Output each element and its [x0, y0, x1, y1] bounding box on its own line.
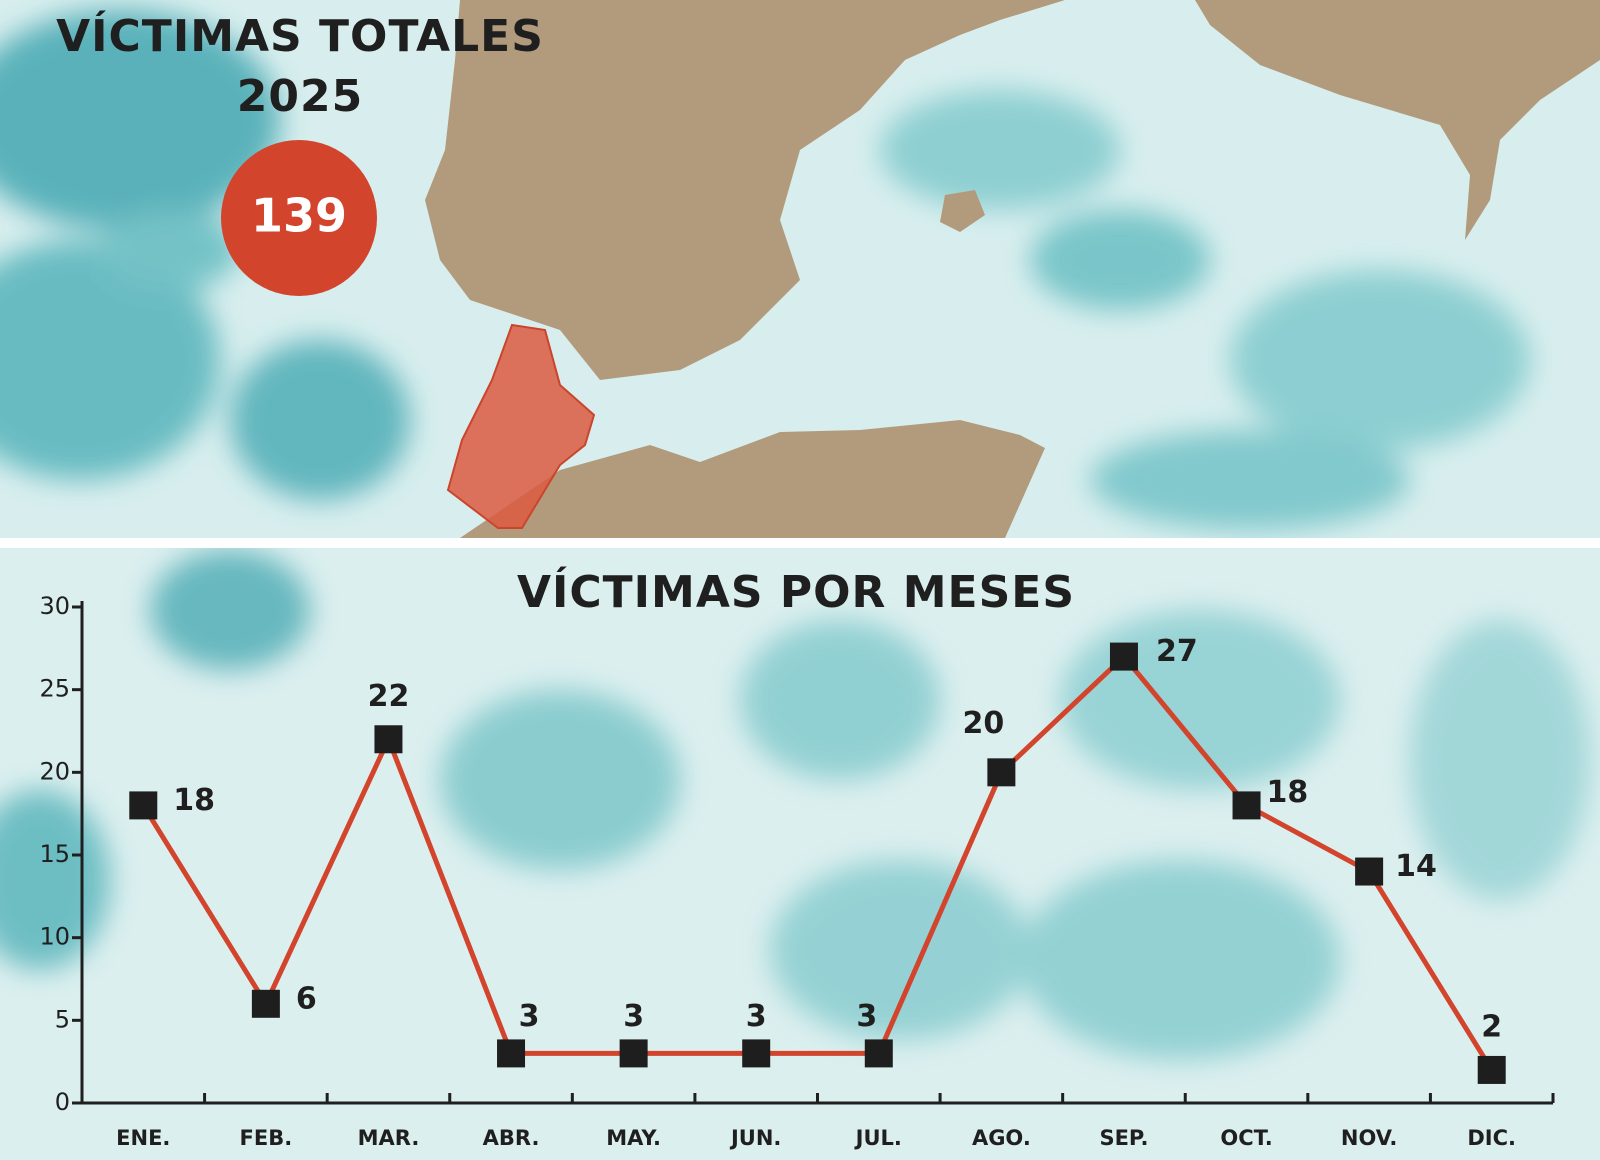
value-label: 20 [963, 706, 1005, 741]
map-year: 2025 [237, 71, 363, 122]
y-tick-label: 25 [39, 675, 70, 703]
y-tick-label: 10 [39, 923, 70, 951]
marker [129, 791, 158, 820]
marker [374, 725, 403, 754]
x-tick-label: JUL. [854, 1126, 902, 1150]
x-tick-label: AGO. [972, 1126, 1031, 1150]
value-label: 3 [746, 999, 767, 1034]
x-tick-label: MAR. [358, 1126, 420, 1150]
y-tick-label: 5 [55, 1005, 70, 1033]
y-tick-label: 0 [55, 1088, 70, 1116]
value-label: 3 [623, 999, 644, 1034]
map-panel: VÍCTIMAS TOTALES 2025 139 [0, 0, 1600, 538]
x-tick-label: JUN. [729, 1126, 781, 1150]
y-tick-label: 15 [39, 840, 70, 868]
total-badge [221, 140, 377, 296]
marker [251, 989, 280, 1018]
value-label: 18 [173, 783, 215, 818]
land [425, 0, 1065, 380]
chart-title: VÍCTIMAS POR MESES [517, 565, 1075, 618]
value-label: 3 [519, 999, 540, 1034]
y-tick-label: 30 [39, 592, 70, 620]
value-label: 22 [368, 679, 410, 714]
line-series [141, 654, 1494, 1072]
marker [497, 1039, 526, 1068]
total-value: 139 [251, 189, 347, 243]
land [1195, 0, 1600, 240]
marker [1109, 642, 1138, 671]
x-tick-label: ABR. [483, 1126, 540, 1150]
value-label: 2 [1481, 1009, 1502, 1044]
highlight-area [446, 323, 596, 529]
marker [987, 758, 1016, 787]
marker [864, 1039, 893, 1068]
x-tick-label: OCT. [1220, 1126, 1272, 1150]
x-tick-label: ENE. [116, 1126, 170, 1150]
x-tick-label: FEB. [240, 1126, 293, 1150]
value-label: 6 [296, 981, 317, 1016]
x-tick-label: DIC. [1467, 1126, 1516, 1150]
land [460, 420, 1045, 538]
x-tick-label: MAY. [606, 1126, 661, 1150]
value-label: 27 [1156, 634, 1198, 669]
value-label: 18 [1267, 775, 1309, 810]
x-tick-label: NOV. [1341, 1126, 1397, 1150]
marker [1477, 1055, 1506, 1084]
marker [1232, 791, 1261, 820]
marker [619, 1039, 648, 1068]
map-title: VÍCTIMAS TOTALES [56, 9, 544, 62]
value-label: 3 [856, 999, 877, 1034]
land [940, 190, 985, 232]
marker [742, 1039, 771, 1068]
plot: 0 5 10 15 20 25 30 ENE. FEB. MAR. ABR. MAY. JUN. JUL.… [39, 592, 1555, 1150]
value-label: 14 [1395, 849, 1437, 884]
x-tick-label: SEP. [1099, 1126, 1148, 1150]
marker [1355, 857, 1384, 886]
y-tick-label: 20 [39, 757, 70, 785]
chart-panel [0, 548, 1600, 1160]
